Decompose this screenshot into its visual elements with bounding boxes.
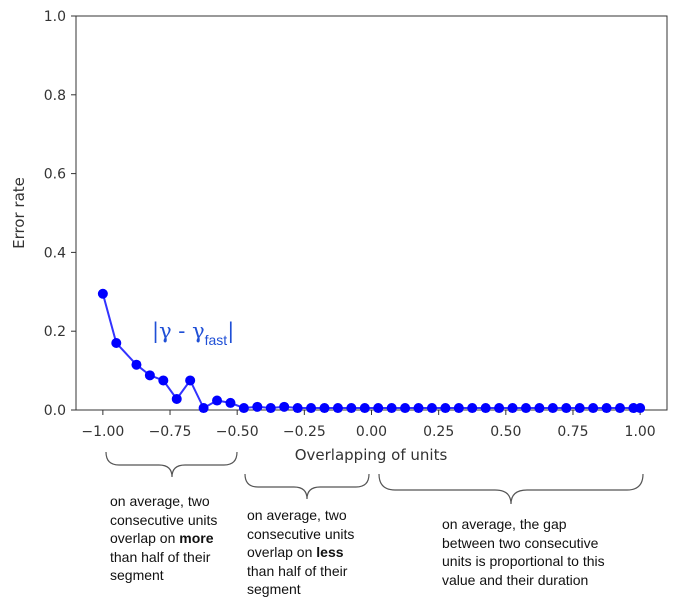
data-point — [520, 403, 531, 414]
data-point — [386, 403, 397, 414]
data-point — [265, 403, 276, 414]
data-point — [534, 403, 545, 414]
y-tick-label: 0.8 — [44, 88, 66, 104]
formula-end: | — [227, 319, 234, 344]
data-point — [373, 403, 384, 414]
data-point — [144, 370, 155, 381]
x-tick-label: 0.00 — [356, 424, 387, 440]
data-point — [574, 403, 585, 414]
x-tick-label: −0.25 — [283, 424, 326, 440]
data-point — [97, 288, 108, 299]
data-point — [306, 403, 317, 414]
data-point — [588, 403, 599, 414]
data-point — [400, 403, 411, 414]
y-tick-label: 0.4 — [44, 245, 66, 261]
series-points — [97, 288, 646, 414]
series-line — [101, 293, 641, 410]
data-point — [440, 403, 451, 414]
x-axis-title: Overlapping of units — [295, 446, 448, 464]
data-point — [319, 403, 330, 414]
data-point — [480, 403, 491, 414]
data-point — [171, 393, 182, 404]
data-point — [346, 403, 357, 414]
annotation-left: on average, two consecutive units overla… — [110, 493, 218, 583]
data-point — [359, 403, 370, 414]
formula-main: |γ - γ — [152, 319, 205, 344]
data-point — [494, 403, 505, 414]
annotation-right: on average, the gap between two consecut… — [442, 516, 605, 588]
data-point — [111, 338, 122, 349]
data-point — [561, 403, 572, 414]
data-point — [467, 403, 478, 414]
data-point — [413, 403, 424, 414]
x-tick-label: 0.75 — [557, 424, 588, 440]
formula-annotation: |γ - γfast| — [152, 319, 234, 348]
data-point — [601, 403, 612, 414]
data-point — [507, 403, 518, 414]
data-point — [426, 403, 437, 414]
x-tick-label: −1.00 — [81, 424, 124, 440]
brace-right — [378, 473, 644, 505]
data-point — [635, 403, 646, 414]
y-tick-label: 0.6 — [44, 167, 66, 183]
y-tick-label: 0.2 — [44, 324, 66, 340]
brace-left — [105, 451, 238, 478]
data-point — [131, 359, 142, 370]
data-point — [453, 403, 464, 414]
y-axis-ticks: 0.0 0.2 0.4 0.6 0.8 1.0 — [44, 9, 76, 419]
data-point — [158, 375, 169, 386]
data-point — [547, 403, 558, 414]
x-tick-label: −0.75 — [149, 424, 192, 440]
x-axis-ticks: −1.00 −0.75 −0.50 −0.25 0.00 0.25 0.50 0.75 1.00 — [81, 410, 656, 440]
formula-subscript: fast — [205, 332, 228, 348]
y-tick-label: 0.0 — [44, 403, 66, 419]
data-point — [198, 403, 209, 414]
y-axis-title: Error rate — [10, 177, 28, 249]
data-point — [614, 403, 625, 414]
plot-frame — [75, 15, 668, 411]
data-point — [292, 403, 303, 414]
data-point — [332, 403, 343, 414]
annotation-middle: on average, two consecutive units overla… — [247, 507, 355, 597]
data-point — [238, 403, 249, 414]
x-tick-label: −0.50 — [216, 424, 259, 440]
brace-middle — [244, 473, 370, 500]
data-point — [225, 397, 236, 408]
data-point — [185, 375, 196, 386]
x-tick-label: 0.50 — [490, 424, 521, 440]
y-tick-label: 1.0 — [44, 9, 66, 25]
x-tick-label: 1.00 — [625, 424, 656, 440]
x-tick-label: 0.25 — [423, 424, 454, 440]
data-point — [252, 401, 263, 412]
data-point — [212, 395, 223, 406]
data-point — [279, 401, 290, 412]
